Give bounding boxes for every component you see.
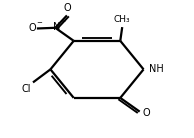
- Text: CH₃: CH₃: [114, 15, 131, 24]
- Text: O: O: [28, 23, 36, 34]
- Text: +: +: [60, 19, 65, 24]
- Text: O: O: [143, 108, 150, 118]
- Text: Cl: Cl: [22, 84, 31, 94]
- Text: N: N: [53, 22, 60, 32]
- Text: O: O: [63, 3, 71, 13]
- Text: −: −: [36, 20, 42, 26]
- Text: NH: NH: [149, 64, 164, 74]
